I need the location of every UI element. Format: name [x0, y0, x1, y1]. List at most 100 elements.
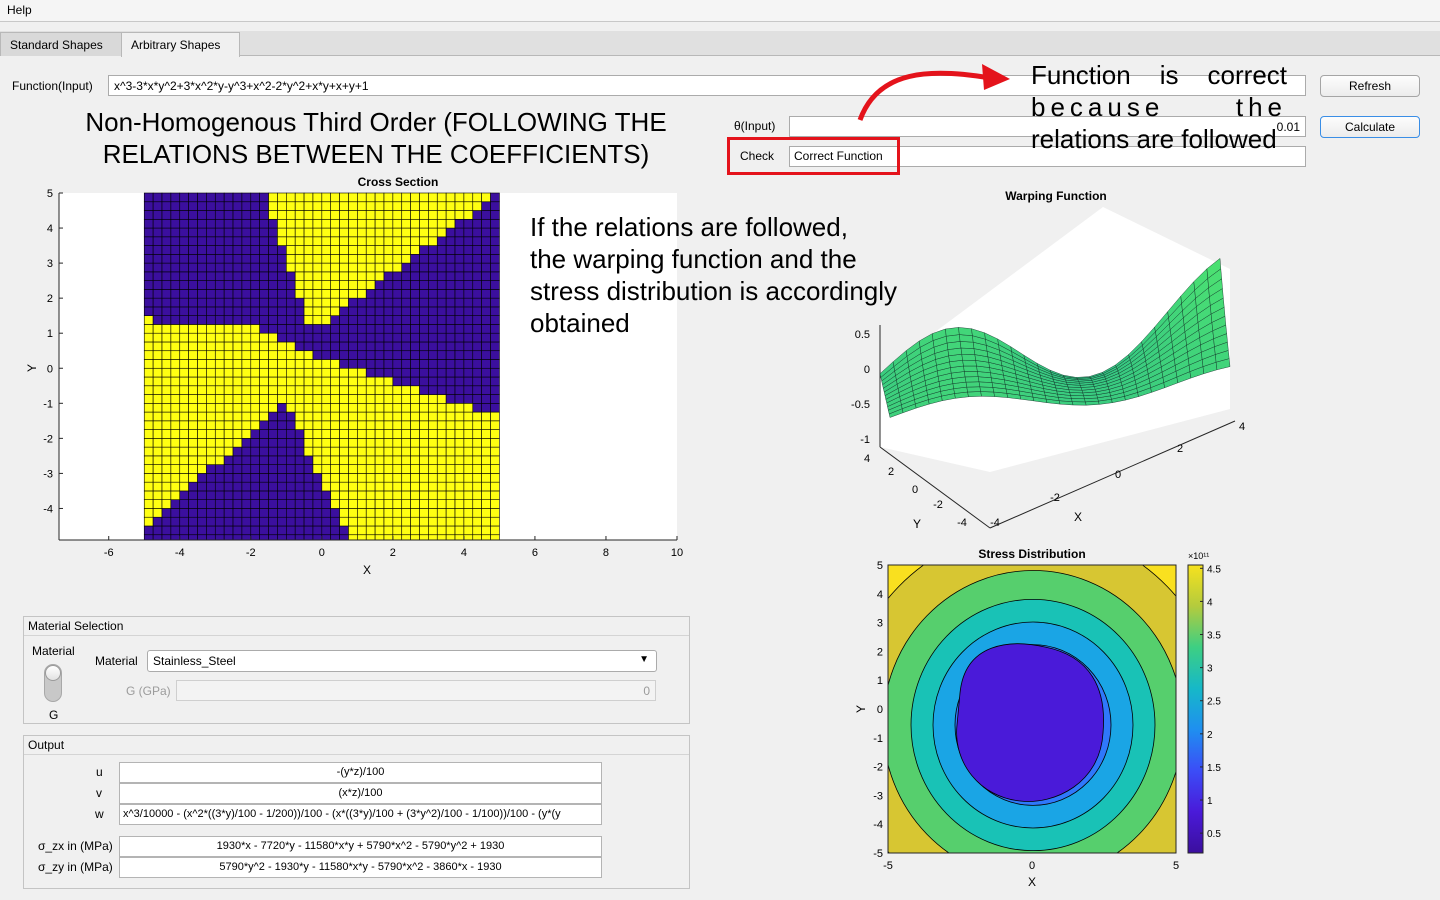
section-cell: [214, 508, 225, 518]
tab-arbitrary-shapes[interactable]: Arbitrary Shapes: [121, 32, 240, 57]
x-tick-label: 2: [1177, 443, 1183, 455]
section-cell: [197, 403, 207, 413]
section-cell: [321, 394, 332, 404]
section-cell: [490, 525, 500, 536]
section-cell: [223, 429, 234, 439]
section-cell: [445, 499, 456, 509]
section-cell: [481, 350, 491, 360]
section-cell: [445, 262, 456, 273]
section-cell: [143, 534, 154, 541]
section-cell: [294, 385, 305, 395]
tab-standard-shapes[interactable]: Standard Shapes: [0, 32, 122, 56]
section-cell: [206, 473, 216, 483]
section-cell: [161, 464, 172, 474]
section-cell: [214, 218, 225, 229]
section-cell: [490, 420, 500, 430]
section-cell: [428, 262, 438, 273]
calculate-button[interactable]: Calculate: [1320, 116, 1420, 138]
section-cell: [179, 525, 189, 536]
section-cell: [286, 411, 296, 422]
section-cell: [374, 306, 385, 316]
section-cell: [463, 508, 474, 518]
section-cell: [436, 473, 447, 483]
section-cell: [401, 201, 411, 211]
section-cell: [428, 297, 438, 308]
section-cell: [321, 481, 332, 492]
section-cell: [436, 385, 447, 395]
heading-annotation: Non-Homogenous Third Order (FOLLOWING TH…: [40, 106, 712, 170]
x-tick-label: -5: [883, 860, 893, 872]
section-cell: [259, 210, 269, 220]
section-cell: [401, 210, 411, 220]
section-cell: [348, 201, 358, 211]
section-cell: [490, 315, 500, 325]
section-cell: [383, 394, 394, 404]
section-cell: [206, 324, 216, 334]
section-cell: [463, 367, 474, 378]
section-cell: [268, 218, 278, 229]
section-cell: [294, 192, 305, 203]
section-cell: [374, 210, 385, 220]
section-cell: [152, 499, 163, 509]
section-cell: [303, 359, 314, 369]
material-g-toggle[interactable]: [44, 664, 62, 702]
section-cell: [312, 438, 323, 448]
section-cell: [143, 218, 154, 229]
section-cell: [268, 289, 278, 299]
section-cell: [179, 420, 189, 430]
y-axis-label: Y: [25, 364, 39, 372]
section-cell: [490, 359, 500, 369]
section-cell: [374, 367, 385, 378]
section-cell: [161, 525, 172, 536]
section-cell: [348, 516, 358, 527]
colorbar-tick-label: 3.5: [1207, 631, 1221, 642]
section-cell: [277, 411, 287, 422]
section-cell: [383, 516, 394, 527]
y-tick-label: -1: [43, 398, 53, 410]
section-cell: [241, 455, 252, 465]
section-cell: [259, 525, 269, 536]
section-cell: [152, 289, 163, 299]
menu-help[interactable]: Help: [7, 3, 32, 17]
section-cell: [428, 306, 438, 316]
section-cell: [170, 367, 181, 378]
section-cell: [206, 367, 216, 378]
section-cell: [490, 499, 500, 509]
section-cell: [206, 403, 216, 413]
section-cell: [348, 411, 358, 422]
material-dropdown[interactable]: Stainless_Steel ▼: [147, 650, 657, 672]
section-cell: [374, 376, 385, 387]
section-cell: [472, 534, 482, 541]
section-cell: [197, 254, 207, 264]
section-cell: [374, 192, 385, 203]
section-cell: [454, 473, 465, 483]
section-cell: [268, 236, 278, 246]
section-cell: [321, 341, 332, 352]
section-cell: [330, 332, 340, 343]
section-cell: [232, 473, 243, 483]
section-cell: [454, 446, 465, 457]
section-cell: [161, 218, 172, 229]
section-cell: [223, 315, 234, 325]
section-cell: [445, 350, 456, 360]
g-gpa-field[interactable]: 0: [176, 680, 656, 701]
section-cell: [303, 262, 314, 273]
section-cell: [410, 438, 420, 448]
section-cell: [392, 227, 403, 238]
section-cell: [241, 385, 252, 395]
section-cell: [472, 455, 482, 465]
section-cell: [436, 332, 447, 343]
section-cell: [277, 324, 287, 334]
section-cell: [321, 289, 332, 299]
section-cell: [445, 227, 456, 238]
section-cell: [161, 280, 172, 290]
section-cell: [339, 254, 349, 264]
section-cell: [428, 438, 438, 448]
section-cell: [401, 350, 411, 360]
section-cell: [161, 499, 172, 509]
section-cell: [374, 315, 385, 325]
section-cell: [365, 280, 376, 290]
section-cell: [170, 446, 181, 457]
theta-input[interactable]: 0.01: [789, 116, 1306, 137]
refresh-button[interactable]: Refresh: [1320, 75, 1420, 97]
